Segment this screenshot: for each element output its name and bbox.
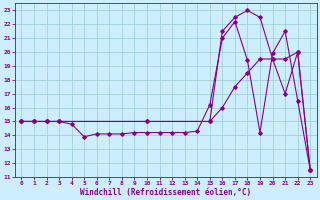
X-axis label: Windchill (Refroidissement éolien,°C): Windchill (Refroidissement éolien,°C) <box>80 188 252 197</box>
